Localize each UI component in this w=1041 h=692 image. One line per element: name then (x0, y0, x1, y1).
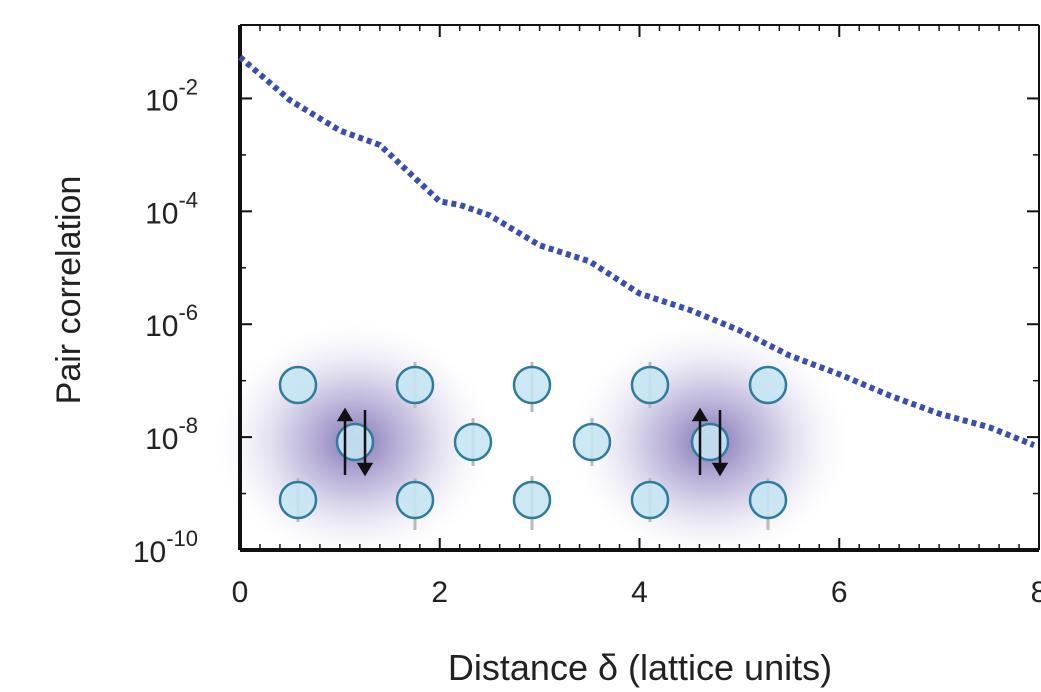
y-tick-base: 10 (145, 310, 178, 343)
y-tick-exponent: -8 (178, 413, 198, 438)
y-tick-base: 10 (145, 84, 178, 117)
y-tick-label: 10-2 (145, 74, 198, 117)
data-line (238, 54, 1036, 448)
spin-arrows (336, 407, 729, 477)
y-tick-exponent: -4 (178, 187, 198, 212)
y-tick-exponent: -6 (178, 300, 198, 325)
y-tick-base: 10 (145, 423, 178, 456)
x-tick-label: 0 (232, 576, 249, 609)
y-tick-base: 10 (145, 197, 178, 230)
y-tick-label: 10-10 (133, 526, 198, 569)
y-tick-base: 10 (133, 536, 166, 569)
y-axis-title: Pair correlation (50, 176, 88, 405)
lattice-inset (215, 322, 850, 562)
x-tick-label: 4 (631, 576, 648, 609)
y-tick-label: 10-4 (145, 187, 198, 230)
y-tick-exponent: -2 (178, 74, 198, 99)
x-tick-label: 6 (831, 576, 848, 609)
x-tick-label: 2 (431, 576, 448, 609)
y-tick-label: 10-8 (145, 413, 198, 456)
x-axis-title: Distance δ (lattice units) (448, 647, 832, 688)
y-tick-label: 10-6 (145, 300, 198, 343)
y-tick-exponent: -10 (166, 526, 198, 551)
x-tick-label: 8 (1031, 576, 1041, 609)
